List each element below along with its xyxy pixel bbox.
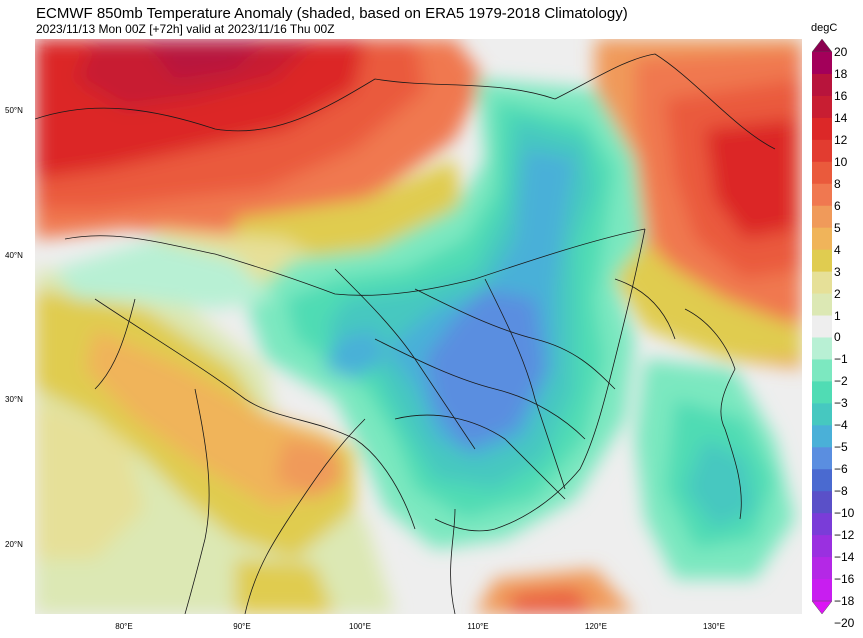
colorbar-unit: degC — [811, 22, 838, 34]
colorbar-tick-label: −5 — [834, 440, 848, 455]
anomaly-field — [35, 39, 802, 614]
colorbar-swatch — [812, 227, 832, 251]
colorbar-swatch — [812, 205, 832, 229]
colorbar-tick-label: 18 — [834, 66, 848, 81]
colorbar-swatch — [812, 117, 832, 141]
colorbar-swatch — [812, 447, 832, 470]
colorbar-tick-label: 4 — [834, 242, 841, 257]
chart-title: ECMWF 850mb Temperature Anomaly (shaded,… — [36, 5, 628, 22]
colorbar-tick-label: −1 — [834, 352, 848, 367]
lon-label-90: 90°E — [233, 622, 251, 631]
colorbar-tick-label: 5 — [834, 220, 841, 235]
colorbar-tick-label: 0 — [834, 330, 841, 345]
colorbar-top-arrow — [812, 39, 832, 53]
colorbar-tick-label: 12 — [834, 132, 848, 147]
lon-label-80: 80°E — [115, 622, 133, 631]
colorbar-tick-label: 14 — [834, 110, 848, 125]
colorbar-bottom-arrow — [812, 600, 832, 614]
colorbar-swatch — [812, 381, 832, 404]
colorbar-swatch — [812, 271, 832, 295]
colorbar-tick-label: −14 — [834, 550, 855, 565]
lat-label-30: 30°N — [5, 395, 23, 404]
colorbar-swatch — [812, 513, 832, 536]
colorbar-swatch — [812, 359, 832, 382]
colorbar-tick-label: −6 — [834, 462, 848, 477]
colorbar-swatch — [812, 52, 832, 75]
colorbar-swatch — [812, 95, 832, 119]
lat-label-50: 50°N — [5, 106, 23, 115]
colorbar-swatch — [812, 337, 832, 360]
colorbar-tick-label: 6 — [834, 198, 841, 213]
anomaly-map — [35, 39, 802, 614]
colorbar-tick-label: −10 — [834, 506, 855, 521]
lon-label-100: 100°E — [349, 622, 371, 631]
colorbar-tick-label: 20 — [834, 45, 848, 59]
colorbar-tick-label: 16 — [834, 88, 848, 103]
lon-label-110: 110°E — [467, 622, 489, 631]
colorbar-swatch — [812, 535, 832, 558]
colorbar-tick-label: −3 — [834, 396, 848, 411]
colorbar-tick-label: −18 — [834, 594, 855, 608]
colorbar-swatch — [812, 293, 832, 317]
colorbar-tick-label: 1 — [834, 308, 841, 323]
lon-label-130: 130°E — [703, 622, 725, 631]
colorbar-swatch — [812, 403, 832, 426]
colorbar-tick-label: −8 — [834, 484, 848, 499]
colorbar-tick-label: 2 — [834, 286, 841, 301]
lat-label-20: 20°N — [5, 540, 23, 549]
colorbar-swatch — [812, 139, 832, 163]
colorbar-swatch — [812, 73, 832, 97]
lat-label-40: 40°N — [5, 251, 23, 260]
chart-subtitle: 2023/11/13 Mon 00Z [+72h] valid at 2023/… — [36, 22, 335, 36]
lon-label-120: 120°E — [585, 622, 607, 631]
colorbar-tick-label: 8 — [834, 176, 841, 191]
colorbar-tick-label: −12 — [834, 528, 855, 543]
colorbar-swatch — [812, 315, 832, 338]
colorbar-tick-label: −16 — [834, 572, 855, 587]
colorbar-swatch — [812, 161, 832, 185]
colorbar-tick-label: 10 — [834, 154, 848, 169]
colorbar-swatch — [812, 557, 832, 580]
colorbar — [812, 39, 832, 614]
colorbar-swatch — [812, 491, 832, 514]
colorbar-swatch — [812, 469, 832, 492]
colorbar-swatch — [812, 579, 832, 602]
colorbar-swatch — [812, 425, 832, 448]
colorbar-swatch — [812, 249, 832, 273]
colorbar-swatch — [812, 183, 832, 207]
colorbar-tick-label: −4 — [834, 418, 848, 433]
colorbar-tick-label: −20 — [834, 615, 855, 630]
boundaries — [35, 53, 776, 614]
colorbar-tick-label: 3 — [834, 264, 841, 279]
colorbar-tick-label: −2 — [834, 374, 848, 389]
